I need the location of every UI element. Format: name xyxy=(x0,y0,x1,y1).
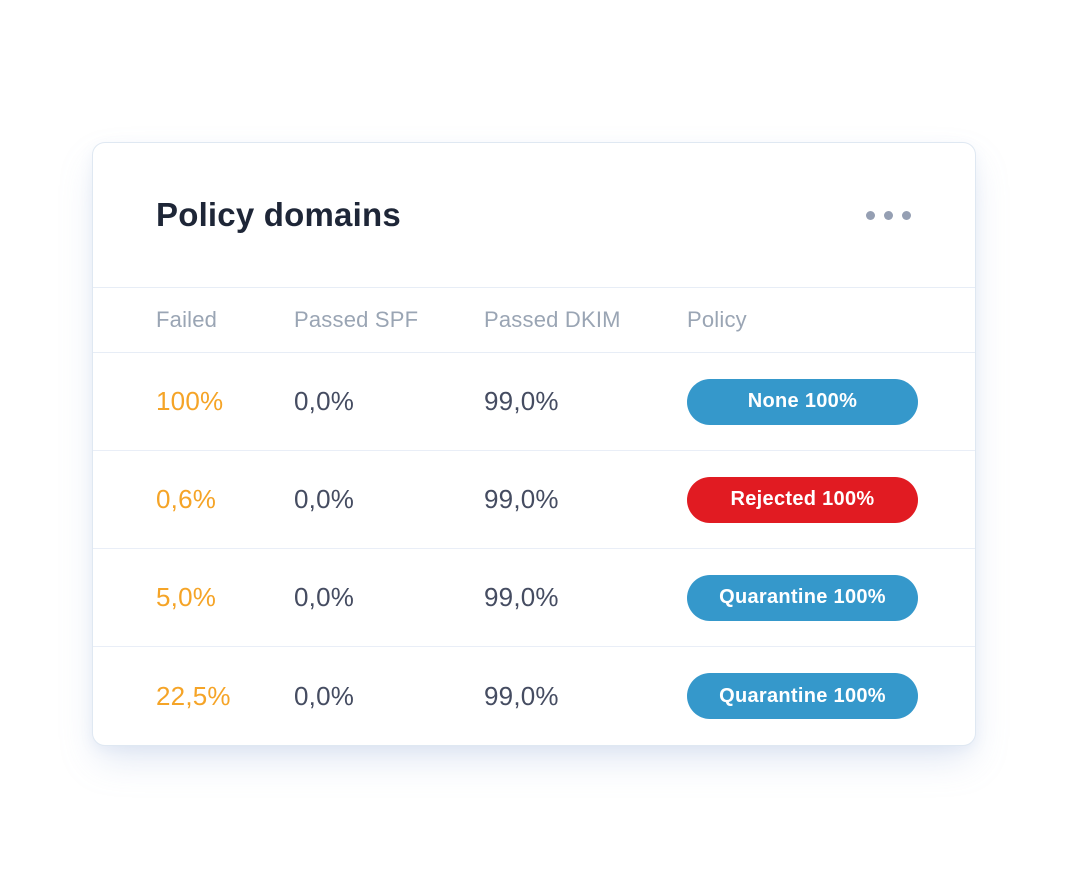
failed-value: 5,0% xyxy=(156,582,217,612)
card-header: Policy domains xyxy=(93,143,975,288)
passed-dkim-value: 99,0% xyxy=(484,386,559,416)
passed-spf-value: 0,0% xyxy=(294,484,355,514)
table-row: 5,0% 0,0% 99,0% Quarantine 100% xyxy=(93,549,975,647)
ellipsis-horizontal-icon xyxy=(902,210,911,220)
passed-spf-value: 0,0% xyxy=(294,680,355,711)
passed-dkim-value: 99,0% xyxy=(484,680,559,711)
column-header-passed-dkim: Passed DKIM xyxy=(484,307,621,332)
table-header-row: Failed Passed SPF Passed DKIM Policy xyxy=(93,288,975,353)
policy-badge[interactable]: None 100% xyxy=(687,378,918,425)
column-header-policy: Policy xyxy=(687,307,747,332)
table-row: 22,5% 0,0% 99,0% Quarantine 100% xyxy=(93,647,975,745)
ellipsis-horizontal-icon xyxy=(866,210,875,220)
page-title: Policy domains xyxy=(156,196,401,233)
column-header-passed-spf: Passed SPF xyxy=(294,307,419,332)
failed-value: 0,6% xyxy=(156,484,217,514)
ellipsis-horizontal-icon xyxy=(884,210,893,220)
policy-badge[interactable]: Quarantine 100% xyxy=(687,673,918,719)
policy-badge[interactable]: Quarantine 100% xyxy=(687,574,918,621)
passed-spf-value: 0,0% xyxy=(294,582,355,612)
more-options-button[interactable] xyxy=(864,201,913,230)
policy-domains-card: Policy domains Failed Passed SPF Passed … xyxy=(92,142,976,746)
passed-dkim-value: 99,0% xyxy=(484,582,559,612)
failed-value: 22,5% xyxy=(156,680,231,711)
policy-badge[interactable]: Rejected 100% xyxy=(687,476,918,523)
column-header-failed: Failed xyxy=(156,307,218,332)
passed-dkim-value: 99,0% xyxy=(484,484,559,514)
failed-value: 100% xyxy=(156,386,224,416)
passed-spf-value: 0,0% xyxy=(294,386,355,416)
table-row: 100% 0,0% 99,0% None 100% xyxy=(93,353,975,451)
table-row: 0,6% 0,0% 99,0% Rejected 100% xyxy=(93,451,975,549)
